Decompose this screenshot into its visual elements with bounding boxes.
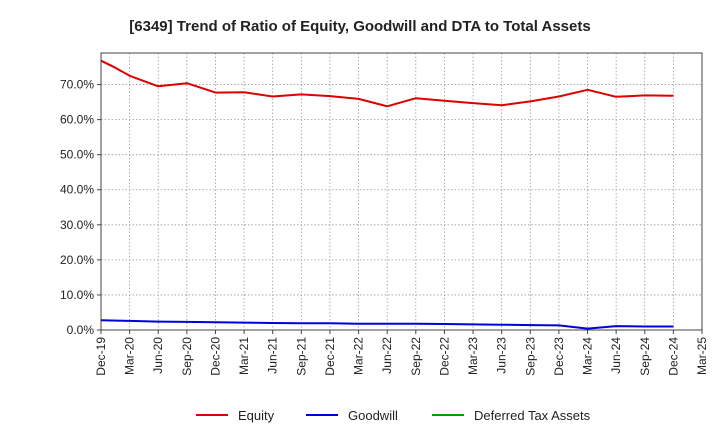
x-tick-label: Jun-22 [380,337,394,374]
x-tick-label: Sep-22 [409,337,423,376]
y-tick-label: 0.0% [67,323,95,337]
x-tick-label: Mar-21 [237,337,251,375]
x-tick-label: Dec-20 [208,337,222,376]
x-axis: Dec-19 Mar-20 Jun-20 Sep-20 Dec-20 Mar-21 Jun-… [94,330,709,376]
chart-title: [6349] Trend of Ratio of Equity, Goodwil… [129,18,590,35]
x-tick-label: Sep-21 [294,337,308,376]
x-tick-label: Sep-20 [180,337,194,376]
y-tick-label: 50.0% [60,148,94,162]
x-tick-label: Mar-22 [352,337,366,375]
legend-label: Deferred Tax Assets [474,408,591,423]
x-tick-label: Jun-23 [495,337,509,374]
x-tick-label: Jun-21 [266,337,280,374]
y-tick-label: 40.0% [60,183,94,197]
y-tick-label: 20.0% [60,253,94,267]
x-tick-label: Jun-20 [151,337,165,374]
x-tick-label: Mar-23 [466,337,480,375]
legend-label: Equity [238,408,275,423]
y-tick-label: 10.0% [60,288,94,302]
y-tick-label: 30.0% [60,218,94,232]
grid [101,53,702,330]
x-tick-label: Mar-25 [695,337,709,375]
legend: Equity Goodwill Deferred Tax Assets [196,408,591,423]
x-tick-label: Dec-19 [94,337,108,376]
plot-area [100,52,703,331]
x-tick-label: Dec-23 [552,337,566,376]
series-line-equity [100,59,674,108]
x-tick-label: Mar-24 [581,337,595,375]
x-tick-label: Dec-22 [437,337,451,376]
series-line-goodwill [100,319,674,330]
y-axis: 0.0% 10.0% 20.0% 30.0% 40.0% 50.0% 60.0% 70.0% [60,78,101,337]
legend-label: Goodwill [348,408,398,423]
x-tick-label: Dec-24 [666,337,680,376]
y-tick-label: 70.0% [60,78,94,92]
x-tick-label: Mar-20 [123,337,137,375]
x-tick-label: Sep-23 [523,337,537,376]
x-tick-label: Jun-24 [609,337,623,374]
x-tick-label: Sep-24 [638,337,652,376]
x-tick-label: Dec-21 [323,337,337,376]
series-layer [100,59,674,330]
y-tick-label: 60.0% [60,113,94,127]
